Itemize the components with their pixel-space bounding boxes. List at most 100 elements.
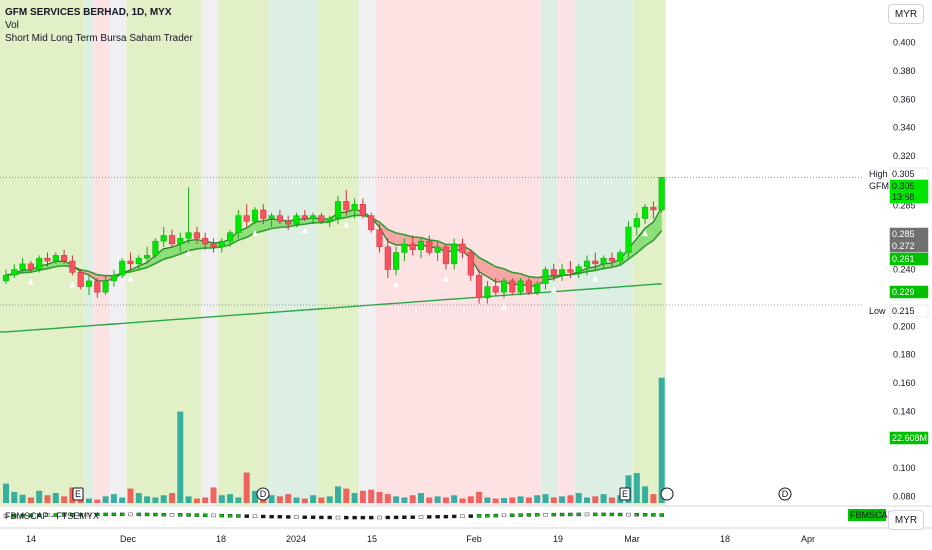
- volume-bar: [658, 377, 665, 503]
- dividend-marker: [778, 487, 792, 501]
- volume-bar: [426, 497, 433, 503]
- volume-bar: [127, 488, 134, 503]
- indicator-pane-label: FBMSCAP - FTSEMYX: [5, 511, 99, 521]
- volume-bar: [243, 472, 250, 503]
- candle-body: [2, 274, 10, 282]
- indicator-dot: [327, 515, 332, 520]
- volume-bar: [36, 490, 43, 503]
- indicator-dot: [319, 515, 324, 520]
- ma-ribbon-segment: [172, 244, 181, 257]
- candle-body: [650, 206, 657, 211]
- volume-bar: [210, 487, 217, 503]
- indicator-dot: [286, 515, 291, 519]
- signal-triangle: [642, 230, 649, 237]
- x-tick-label: 2024: [286, 534, 306, 544]
- indicator-dot: [452, 514, 457, 519]
- candle-body: [517, 280, 524, 293]
- indicator-dot: [551, 512, 556, 517]
- candle-body: [534, 283, 541, 293]
- volume-bar: [550, 497, 557, 503]
- candle-body: [326, 218, 333, 222]
- indicator-dot: [410, 515, 415, 519]
- regime-band-2: [93, 0, 110, 505]
- indicator-dot: [153, 512, 158, 517]
- candle-body: [276, 215, 283, 222]
- candle-body: [127, 260, 134, 265]
- regime-band-7: [267, 0, 318, 505]
- ma-ribbon-segment: [188, 239, 197, 251]
- candle-body: [44, 257, 51, 262]
- indicator-dot: [252, 514, 258, 519]
- indicator-dot: [642, 513, 648, 517]
- indicator-dot: [352, 515, 357, 520]
- y-tick-label: 0.340: [893, 123, 916, 133]
- indicator-dot: [393, 515, 399, 520]
- volume-bar: [3, 483, 9, 503]
- indicator-dot: [593, 512, 598, 517]
- y-tick-label: 0.180: [893, 350, 916, 360]
- regime-band-11: [541, 0, 558, 505]
- indicator-dot: [28, 513, 34, 518]
- indicator-dot: [634, 512, 639, 517]
- indicator-dot: [119, 512, 125, 517]
- volume-bar: [459, 498, 466, 503]
- candle-body: [168, 235, 176, 245]
- candle-body: [633, 218, 640, 228]
- indicator-dot: [45, 513, 50, 517]
- candle-body: [227, 232, 234, 242]
- regime-band-3: [109, 0, 127, 505]
- candle-body: [193, 232, 200, 239]
- indicator-dot: [435, 515, 440, 519]
- indicator-dot: [543, 513, 548, 517]
- volume-bar: [202, 497, 209, 503]
- volume-bar: [492, 498, 499, 503]
- volume-bar: [69, 487, 76, 503]
- price-tag-label: GFM: [869, 181, 889, 191]
- indicator-dot: [194, 513, 200, 517]
- indicator-dot: [377, 515, 382, 520]
- legend-volume-label: Vol: [5, 20, 19, 31]
- volume-bar: [61, 496, 68, 503]
- y-tick-label: 0.200: [893, 321, 916, 331]
- volume-bar: [169, 493, 175, 503]
- price-tag-value: 0.272: [892, 241, 915, 251]
- candle-body: [384, 246, 391, 270]
- volume-bar: [401, 497, 408, 503]
- volume-bar: [102, 496, 109, 503]
- regime-band-10: [375, 0, 542, 505]
- candle-body: [251, 209, 259, 222]
- candle-body: [36, 257, 43, 270]
- volume-bar: [368, 489, 375, 503]
- indicator-dot: [53, 513, 58, 517]
- candle-body: [69, 260, 76, 273]
- y-tick-label: 0.100: [893, 463, 916, 473]
- volume-bar: [44, 495, 51, 503]
- signal-triangle: [252, 230, 258, 237]
- price-tag-value: 22.608M: [892, 433, 927, 443]
- volume-bar: [86, 498, 92, 503]
- indicator-dot: [601, 512, 606, 517]
- volume-bar: [152, 497, 159, 503]
- indicator-dot: [211, 513, 216, 518]
- x-tick-label: Dec: [120, 534, 137, 544]
- candle-body: [210, 243, 217, 248]
- indicator-dot: [609, 512, 615, 517]
- indicator-dot: [443, 514, 449, 519]
- earnings-marker: [72, 487, 84, 501]
- volume-bar: [442, 497, 449, 503]
- volume-bar: [608, 497, 615, 503]
- currency-button-bottom[interactable]: MYR: [888, 510, 924, 530]
- volume-bar: [285, 494, 292, 503]
- ma-ribbon-segment: [89, 271, 98, 281]
- currency-button[interactable]: MYR: [888, 4, 924, 24]
- volume-bar: [633, 473, 640, 503]
- candle-body: [185, 232, 192, 239]
- candle-body: [542, 269, 549, 284]
- volume-bar: [227, 494, 234, 503]
- volume-bar: [501, 498, 507, 503]
- y-tick-label: 0.285: [893, 201, 916, 211]
- indicator-dot: [476, 514, 482, 518]
- price-tag-label-bg: [866, 305, 888, 317]
- candle-body: [359, 204, 366, 216]
